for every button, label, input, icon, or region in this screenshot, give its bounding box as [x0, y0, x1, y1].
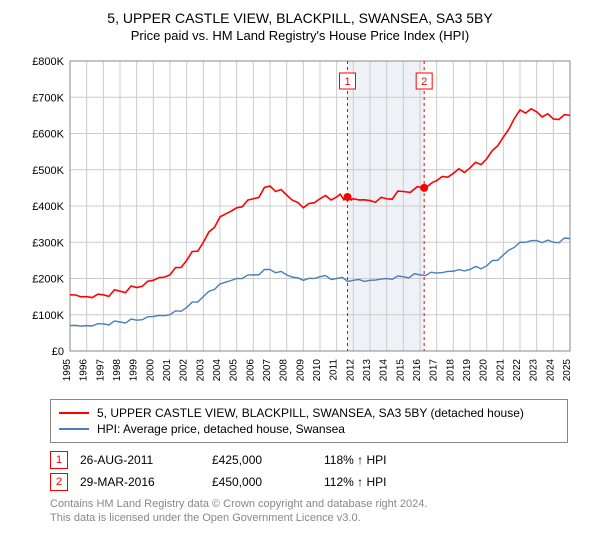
footer-attribution: Contains HM Land Registry data © Crown c…	[50, 497, 590, 526]
transaction-row-1: 1 26-AUG-2011 £425,000 118% ↑ HPI	[50, 451, 590, 469]
title-line2: Price paid vs. HM Land Registry's House …	[10, 28, 590, 43]
svg-text:2018: 2018	[445, 359, 456, 382]
svg-text:2021: 2021	[495, 359, 506, 382]
svg-text:2010: 2010	[312, 359, 323, 382]
legend-row-property: 5, UPPER CASTLE VIEW, BLACKPILL, SWANSEA…	[59, 406, 559, 420]
svg-text:2024: 2024	[545, 359, 556, 382]
svg-text:£700K: £700K	[32, 92, 64, 104]
transaction-hpi-2: 112% ↑ HPI	[324, 475, 444, 489]
title-line1: 5, UPPER CASTLE VIEW, BLACKPILL, SWANSEA…	[10, 10, 590, 26]
svg-text:2016: 2016	[412, 359, 423, 382]
svg-text:2020: 2020	[479, 359, 490, 382]
svg-text:1996: 1996	[79, 359, 90, 382]
svg-text:£800K: £800K	[32, 56, 64, 68]
svg-text:2: 2	[421, 76, 427, 88]
footer-line2: This data is licensed under the Open Gov…	[50, 511, 590, 525]
legend-swatch-property	[59, 412, 89, 414]
svg-text:2009: 2009	[295, 359, 306, 382]
transaction-price-2: £450,000	[212, 475, 312, 489]
svg-text:2014: 2014	[379, 359, 390, 382]
svg-text:1998: 1998	[112, 359, 123, 382]
svg-text:2011: 2011	[329, 359, 340, 381]
svg-text:2008: 2008	[279, 359, 290, 382]
svg-text:£200K: £200K	[32, 274, 64, 286]
svg-text:2013: 2013	[362, 359, 373, 382]
svg-text:2015: 2015	[395, 359, 406, 382]
svg-text:£500K: £500K	[32, 165, 64, 177]
transaction-row-2: 2 29-MAR-2016 £450,000 112% ↑ HPI	[50, 473, 590, 491]
svg-text:2005: 2005	[229, 359, 240, 382]
svg-text:2003: 2003	[195, 359, 206, 382]
svg-text:2000: 2000	[145, 359, 156, 382]
svg-text:2002: 2002	[179, 359, 190, 382]
svg-text:2019: 2019	[462, 359, 473, 382]
legend-box: 5, UPPER CASTLE VIEW, BLACKPILL, SWANSEA…	[50, 399, 568, 443]
footer-line1: Contains HM Land Registry data © Crown c…	[50, 497, 590, 511]
transaction-date-2: 29-MAR-2016	[80, 475, 200, 489]
svg-text:2012: 2012	[345, 359, 356, 382]
legend-row-hpi: HPI: Average price, detached house, Swan…	[59, 422, 559, 436]
svg-text:2004: 2004	[212, 359, 223, 382]
svg-text:2025: 2025	[562, 359, 573, 382]
svg-text:2022: 2022	[512, 359, 523, 382]
legend-label-hpi: HPI: Average price, detached house, Swan…	[97, 422, 345, 436]
svg-text:£100K: £100K	[32, 310, 64, 322]
svg-text:1999: 1999	[129, 359, 140, 382]
svg-text:1: 1	[344, 76, 350, 88]
transaction-date-1: 26-AUG-2011	[80, 453, 200, 467]
transaction-marker-1: 1	[50, 451, 68, 469]
svg-text:£300K: £300K	[32, 237, 64, 249]
chart-svg: £0 £100K £200K £300K £400K £500K £600K £700K £80…	[20, 51, 580, 391]
svg-text:2023: 2023	[529, 359, 540, 382]
svg-text:£0: £0	[52, 346, 64, 358]
legend-label-property: 5, UPPER CASTLE VIEW, BLACKPILL, SWANSEA…	[97, 406, 524, 420]
transaction-price-1: £425,000	[212, 453, 312, 467]
svg-text:£400K: £400K	[32, 201, 64, 213]
svg-text:2007: 2007	[262, 359, 273, 382]
legend-swatch-hpi	[59, 428, 89, 430]
svg-text:2001: 2001	[162, 359, 173, 382]
chart-area: £0 £100K £200K £300K £400K £500K £600K £700K £80…	[20, 51, 580, 391]
svg-text:1997: 1997	[95, 359, 106, 382]
svg-text:2006: 2006	[245, 359, 256, 382]
svg-text:£600K: £600K	[32, 129, 64, 141]
transaction-marker-2: 2	[50, 473, 68, 491]
svg-text:1995: 1995	[62, 359, 73, 382]
svg-text:2017: 2017	[429, 359, 440, 382]
transaction-hpi-1: 118% ↑ HPI	[324, 453, 444, 467]
title-block: 5, UPPER CASTLE VIEW, BLACKPILL, SWANSEA…	[10, 10, 590, 43]
